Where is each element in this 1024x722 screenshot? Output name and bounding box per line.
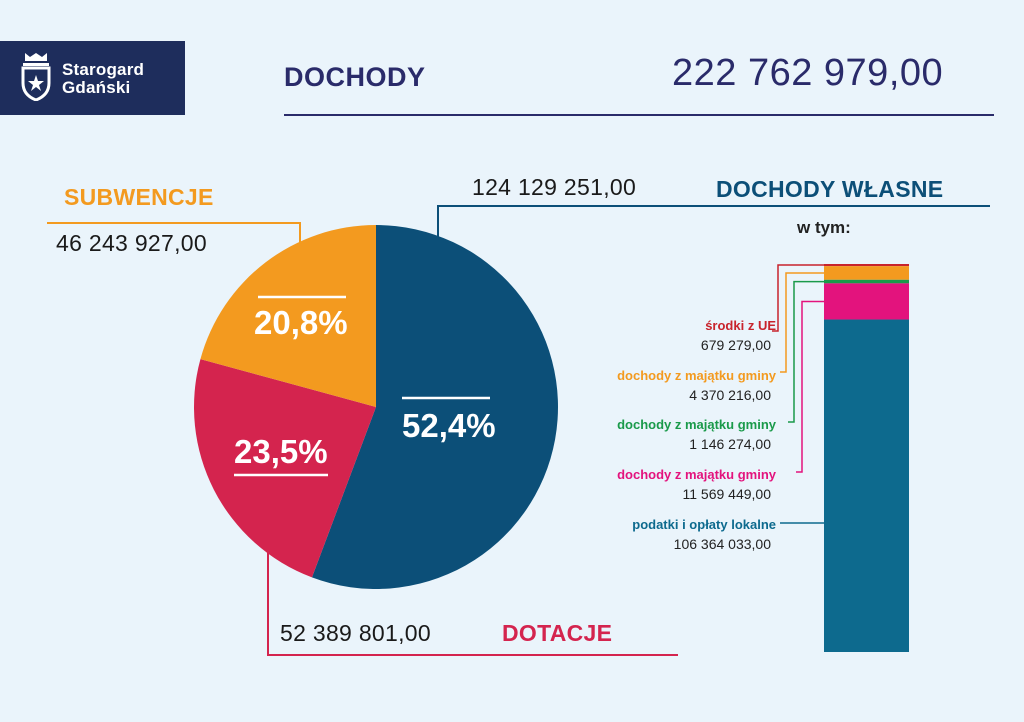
subwencje-label: SUBWENCJE <box>64 184 214 211</box>
brand-name-line2: Gdański <box>62 78 131 97</box>
pie-slice-subwencje <box>200 225 376 407</box>
brand-name: Starogard Gdański <box>62 61 144 97</box>
pie-slice-dotacje <box>194 359 376 578</box>
leader-line-wlasne <box>437 205 990 398</box>
bar-segment-4 <box>824 319 909 652</box>
bar-connector-3 <box>796 300 824 473</box>
bar-label-majatek-pink: dochody z majątku gminy <box>617 467 776 482</box>
bar-value-podatki: 106 364 033,00 <box>673 536 771 552</box>
brand-logo: Starogard Gdański <box>0 41 185 115</box>
bar-segment-3 <box>824 283 909 320</box>
bar-connector-1 <box>780 272 824 373</box>
header-divider <box>284 114 994 116</box>
crest-icon <box>21 53 51 101</box>
bar-label-podatki: podatki i opłaty lokalne <box>632 517 776 532</box>
page-title: DOCHODY <box>284 62 426 92</box>
pie-slice-wlasne <box>311 225 558 589</box>
leader-line-subwencje <box>47 222 301 297</box>
bar-segment-2 <box>824 279 909 284</box>
percent-label-dotacje: 23,5% <box>234 433 328 470</box>
bar-value-majatek-green: 1 146 274,00 <box>689 436 771 452</box>
dotacje-value: 52 389 801,00 <box>280 620 431 646</box>
leader-line-dotacje <box>267 475 678 656</box>
bar-segment-0 <box>824 264 909 267</box>
total-amount: 222 762 979,00 <box>672 52 944 94</box>
dotacje-label: DOTACJE <box>502 620 613 646</box>
wlasne-label: DOCHODY WŁASNE <box>716 176 944 202</box>
brand-name-line1: Starogard <box>62 60 145 79</box>
subwencje-value: 46 243 927,00 <box>56 230 207 256</box>
bar-label-srodki-ue: środki z UE <box>705 318 776 333</box>
wlasne-value: 124 129 251,00 <box>472 174 637 200</box>
bar-value-srodki-ue: 679 279,00 <box>700 337 771 353</box>
subwencje-label-text: SUBWENCJE <box>64 184 214 210</box>
bar-label-majatek-orange: dochody z majątku gminy <box>617 368 776 383</box>
bar-label-majatek-green: dochody z majątku gminy <box>617 417 776 432</box>
bar-connector-2 <box>788 280 824 423</box>
percent-label-wlasne: 52,4% <box>402 407 496 444</box>
w-tym-label: w tym: <box>797 218 851 237</box>
bar-value-majatek-orange: 4 370 216,00 <box>689 387 771 403</box>
percent-label-subwencje: 20,8% <box>254 304 348 341</box>
bar-segment-1 <box>824 266 909 280</box>
bar-value-majatek-pink: 11 569 449,00 <box>682 486 772 502</box>
bar-connector-0 <box>772 264 824 332</box>
